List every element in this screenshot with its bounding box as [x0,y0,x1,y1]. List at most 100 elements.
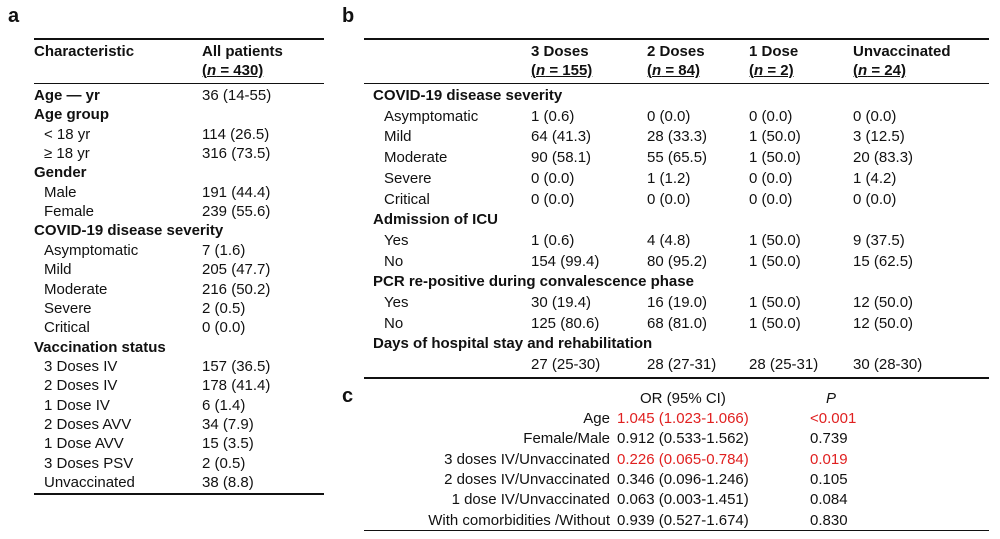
table-a-row-value: 38 (8.8) [202,474,254,491]
table-b-cell: 3 (12.5) [853,128,905,145]
table-a-row-label: 1 Dose AVV [44,435,124,452]
table-c-header-or: OR (95% CI) [640,390,726,407]
table-a-row-value: 205 (47.7) [202,261,271,278]
table-b-cell: 0 (0.0) [531,191,575,208]
panel-label-a: a [8,5,20,27]
table-b-cell: 1 (50.0) [749,232,801,249]
table-b-row-label: No [384,315,404,332]
table-a-row-value: 7 (1.6) [202,242,246,259]
table-b-row-label: Yes [384,294,409,311]
table-a-row-label: Gender [34,164,87,181]
table-b-cell: 4 (4.8) [647,232,691,249]
table-c-or-value: 0.346 (0.096-1.246) [617,471,749,488]
table-b-cell: 0 (0.0) [853,108,897,125]
table-b-cell: 1 (50.0) [749,253,801,270]
table-b-cell: 16 (19.0) [647,294,708,311]
table-b-cell: 0 (0.0) [647,191,691,208]
table-a-row-value: 191 (44.4) [202,184,271,201]
table-c-header-p: P [826,390,837,407]
table-b-n-symbol: n [754,62,764,79]
table-b-row-label: Asymptomatic [384,108,479,125]
table-a-row-value: 316 (73.5) [202,145,271,162]
table-b-row-label: Moderate [384,149,448,166]
table-b-top-rule [364,38,989,40]
table-c-or-value: 0.912 (0.533-1.562) [617,430,749,447]
table-a-row-value: 216 (50.2) [202,281,271,298]
table-b-row-label: COVID-19 disease severity [373,87,563,104]
table-b-col-header: Unvaccinated [853,43,951,60]
table-b-cell: 1 (0.6) [531,232,575,249]
table-a-row-label: Female [44,203,95,220]
table-b-row-label: PCR re-positive during convalescence pha… [373,273,694,290]
table-a-col1-header: Characteristic [34,43,135,60]
table-b-cell: 1 (1.2) [647,170,691,187]
table-c-or-value: 0.939 (0.527-1.674) [617,512,749,529]
table-c-row-label: Female/Male [523,430,610,447]
table-b-cell: 80 (95.2) [647,253,708,270]
table-b-cell: 1 (0.6) [531,108,575,125]
table-b-row-label: Severe [384,170,432,187]
table-b-col-header-n: (n = 2) [749,62,794,79]
table-b-row-label: Days of hospital stay and rehabilitation [373,335,653,352]
table-b-cell: 55 (65.5) [647,149,708,166]
table-a-row-value: 114 (26.5) [202,126,270,143]
table-a-row-label: Mild [44,261,72,278]
table-a-row-label: Moderate [44,281,108,298]
panel-label-b: b [342,5,355,27]
table-b-col-header-n: (n = 155) [531,62,593,79]
table-c-row-label: 3 doses IV/Unvaccinated [444,451,610,468]
table-b-cell: 28 (33.3) [647,128,708,145]
table-c-p-value: <0.001 [810,410,857,427]
table-b-bottom-rule [364,377,989,379]
table-c-row-label: 1 dose IV/Unvaccinated [451,491,610,508]
table-b-n-symbol: n [652,62,662,79]
table-b-cell: 28 (25-31) [749,356,819,373]
table-b-n-symbol: n [858,62,868,79]
table-a-row-label: 1 Dose IV [44,397,110,414]
table-a-row-label: Vaccination status [34,339,166,356]
table-b-n-value: = 2) [763,62,794,79]
table-b-col-header: 1 Dose [749,43,799,60]
table-b-cell: 1 (50.0) [749,315,801,332]
table-a-row-label: 3 Doses PSV [44,455,134,472]
table-a-n-symbol: n [207,62,217,79]
table-b-cell: 0 (0.0) [853,191,897,208]
table-b-col-header-n: (n = 24) [853,62,906,79]
table-c-p-value: 0.830 [810,512,848,529]
table-a-row-value: 6 (1.4) [202,397,246,414]
table-b-col-header: 3 Doses [531,43,589,60]
table-b-cell: 1 (50.0) [749,128,801,145]
table-a-row-label: < 18 yr [44,126,91,143]
table-c-or-value: 0.063 (0.003-1.451) [617,491,749,508]
table-a-row-value: 2 (0.5) [202,300,246,317]
table-a-row-label: COVID-19 disease severity [34,222,224,239]
table-a-row-value: 36 (14-55) [202,87,272,104]
table-b-cell: 0 (0.0) [749,170,793,187]
table-b-cell: 12 (50.0) [853,315,914,332]
table-a-top-rule [34,38,324,40]
table-b-cell: 15 (62.5) [853,253,914,270]
table-a-row-label: Age group [34,106,109,123]
table-a-row-value: 2 (0.5) [202,455,246,472]
table-b-cell: 154 (99.4) [531,253,600,270]
table-a-row-value: 157 (36.5) [202,358,271,375]
table-b-cell: 0 (0.0) [749,191,793,208]
table-c-p-value: 0.084 [810,491,848,508]
table-b-cell: 28 (27-31) [647,356,717,373]
table-c-or-value: 1.045 (1.023-1.066) [617,410,749,427]
table-a-bottom-rule [34,493,324,495]
table-b-cell: 1 (50.0) [749,294,801,311]
table-b-header-rule [364,83,989,84]
table-a-row-label: Critical [44,319,90,336]
table-c-p-value: 0.739 [810,430,848,447]
table-a-row-label: 2 Doses AVV [44,416,132,433]
table-b-cell: 1 (50.0) [749,149,801,166]
table-b-cell: 125 (80.6) [531,315,600,332]
table-b-row-label: Yes [384,232,409,249]
table-b-cell: 64 (41.3) [531,128,592,145]
table-c-row-label: 2 doses IV/Unvaccinated [444,471,610,488]
table-b-col-header: 2 Doses [647,43,705,60]
table-b-cell: 9 (37.5) [853,232,905,249]
table-b-cell: 1 (4.2) [853,170,897,187]
table-b-cell: 0 (0.0) [749,108,793,125]
